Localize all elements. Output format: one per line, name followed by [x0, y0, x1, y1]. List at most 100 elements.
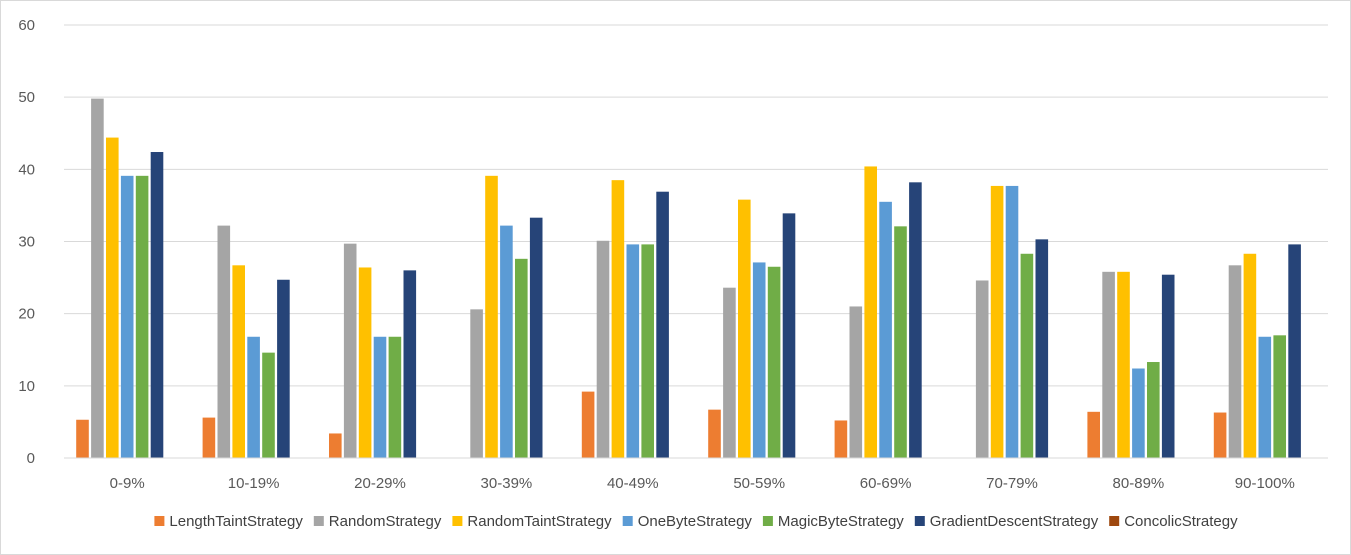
- bar-OneByteStrategy-20-29%: [373, 336, 387, 458]
- bar-RandomStrategy-20-29%: [343, 243, 357, 458]
- x-tick-label: 50-59%: [733, 475, 785, 492]
- bar-GradientDescentStrategy-30-39%: [529, 217, 543, 458]
- x-tick-label: 80-89%: [1113, 475, 1165, 492]
- bar-RandomStrategy-70-79%: [975, 280, 989, 458]
- legend-label: MagicByteStrategy: [778, 513, 904, 530]
- legend-label: RandomTaintStrategy: [467, 513, 612, 530]
- legend-swatch: [313, 516, 324, 526]
- bar-MagicByteStrategy-10-19%: [262, 352, 275, 458]
- bar-RandomTaintStrategy-0-9%: [106, 137, 119, 458]
- y-tick-label: 20: [18, 306, 35, 323]
- bar-LengthTaintStrategy-10-19%: [202, 417, 216, 458]
- bar-GradientDescentStrategy-10-19%: [277, 279, 290, 458]
- bar-MagicByteStrategy-70-79%: [1020, 253, 1034, 458]
- legend-label: ConcolicStrategy: [1124, 513, 1238, 530]
- bar-RandomStrategy-10-19%: [217, 225, 231, 458]
- bar-OneByteStrategy-60-69%: [879, 201, 892, 458]
- bar-RandomTaintStrategy-40-49%: [611, 180, 625, 458]
- bar-GradientDescentStrategy-40-49%: [656, 191, 669, 458]
- bar-MagicByteStrategy-0-9%: [135, 175, 149, 458]
- y-tick-label: 10: [18, 378, 35, 395]
- bar-GradientDescentStrategy-70-79%: [1035, 239, 1049, 458]
- x-tick-label: 90-100%: [1235, 475, 1295, 492]
- y-tick-label: 50: [18, 89, 35, 106]
- x-tick-label: 60-69%: [860, 475, 912, 492]
- bar-OneByteStrategy-40-49%: [626, 244, 640, 458]
- x-tick-label: 30-39%: [481, 475, 533, 492]
- bar-OneByteStrategy-0-9%: [120, 175, 134, 458]
- legend-label: OneByteStrategy: [638, 513, 753, 530]
- bar-OneByteStrategy-50-59%: [752, 262, 766, 458]
- bar-OneByteStrategy-70-79%: [1005, 185, 1019, 458]
- bar-GradientDescentStrategy-50-59%: [782, 213, 796, 458]
- bar-LengthTaintStrategy-50-59%: [708, 409, 721, 458]
- bar-MagicByteStrategy-40-49%: [641, 244, 654, 458]
- bar-RandomTaintStrategy-50-59%: [738, 199, 751, 458]
- bar-MagicByteStrategy-30-39%: [515, 258, 528, 458]
- bar-OneByteStrategy-10-19%: [247, 336, 260, 458]
- bar-RandomStrategy-80-89%: [1102, 271, 1115, 458]
- bars: [76, 98, 1301, 459]
- y-tick-label: 60: [18, 17, 35, 34]
- bar-RandomTaintStrategy-60-69%: [864, 166, 877, 458]
- legend-item: RandomStrategy: [313, 513, 442, 530]
- legend-swatch: [762, 516, 773, 526]
- legend-swatch: [1109, 516, 1120, 526]
- bar-MagicByteStrategy-90-100%: [1273, 335, 1286, 458]
- bar-GradientDescentStrategy-90-100%: [1288, 244, 1301, 458]
- legend-label: GradientDescentStrategy: [930, 513, 1099, 530]
- bar-LengthTaintStrategy-90-100%: [1213, 412, 1227, 458]
- bar-OneByteStrategy-90-100%: [1258, 336, 1272, 458]
- bar-MagicByteStrategy-50-59%: [767, 266, 781, 458]
- bar-RandomTaintStrategy-20-29%: [358, 267, 372, 458]
- bar-RandomTaintStrategy-90-100%: [1243, 253, 1257, 458]
- bar-MagicByteStrategy-60-69%: [894, 226, 907, 458]
- bar-GradientDescentStrategy-60-69%: [909, 182, 922, 458]
- legend-swatch: [154, 516, 165, 526]
- legend-swatch: [914, 516, 925, 526]
- bar-MagicByteStrategy-20-29%: [388, 336, 402, 458]
- bar-LengthTaintStrategy-60-69%: [834, 420, 848, 458]
- legend-item: GradientDescentStrategy: [914, 513, 1099, 530]
- bar-RandomTaintStrategy-30-39%: [485, 175, 498, 458]
- bar-LengthTaintStrategy-0-9%: [76, 419, 89, 458]
- legend-swatch: [622, 516, 633, 526]
- legend-item: RandomTaintStrategy: [452, 513, 612, 530]
- x-tick-label: 0-9%: [110, 475, 145, 492]
- legend-label: RandomStrategy: [329, 513, 442, 530]
- legend-label: LengthTaintStrategy: [169, 513, 303, 530]
- legend-item: MagicByteStrategy: [762, 513, 904, 530]
- bar-RandomTaintStrategy-70-79%: [990, 185, 1004, 458]
- bar-RandomTaintStrategy-80-89%: [1117, 271, 1130, 458]
- legend-swatch: [452, 516, 463, 526]
- legend-item: OneByteStrategy: [622, 513, 753, 530]
- bar-RandomStrategy-0-9%: [91, 98, 104, 459]
- bar-LengthTaintStrategy-40-49%: [581, 391, 595, 458]
- bar-OneByteStrategy-30-39%: [500, 225, 513, 458]
- x-tick-label: 20-29%: [354, 475, 406, 492]
- bar-RandomStrategy-50-59%: [723, 287, 736, 458]
- axes: 0 10 20 30 40 50 60 0-9% 10-19% 20-29% 30-39% 40-49…: [18, 17, 1328, 492]
- x-tick-label: 40-49%: [607, 475, 659, 492]
- y-tick-label: 30: [18, 234, 35, 251]
- bar-RandomStrategy-90-100%: [1228, 265, 1242, 458]
- y-tick-label: 40: [18, 161, 35, 178]
- bar-RandomStrategy-40-49%: [596, 240, 610, 458]
- bar-GradientDescentStrategy-20-29%: [403, 270, 417, 458]
- bar-MagicByteStrategy-80-89%: [1147, 362, 1160, 458]
- legend-item: LengthTaintStrategy: [154, 513, 303, 530]
- bar-RandomStrategy-30-39%: [470, 309, 483, 458]
- bar-RandomStrategy-60-69%: [849, 306, 863, 458]
- x-tick-label: 70-79%: [986, 475, 1038, 492]
- bar-RandomTaintStrategy-10-19%: [232, 265, 245, 458]
- legend: LengthTaintStrategy RandomStrategy RandomT…: [154, 513, 1238, 530]
- y-tick-label: 0: [27, 450, 35, 467]
- bar-LengthTaintStrategy-80-89%: [1087, 411, 1100, 458]
- bar-GradientDescentStrategy-80-89%: [1161, 274, 1175, 458]
- legend-item: ConcolicStrategy: [1109, 513, 1238, 530]
- bar-OneByteStrategy-80-89%: [1132, 368, 1145, 458]
- bar-GradientDescentStrategy-0-9%: [150, 152, 164, 458]
- bar-LengthTaintStrategy-20-29%: [329, 433, 342, 458]
